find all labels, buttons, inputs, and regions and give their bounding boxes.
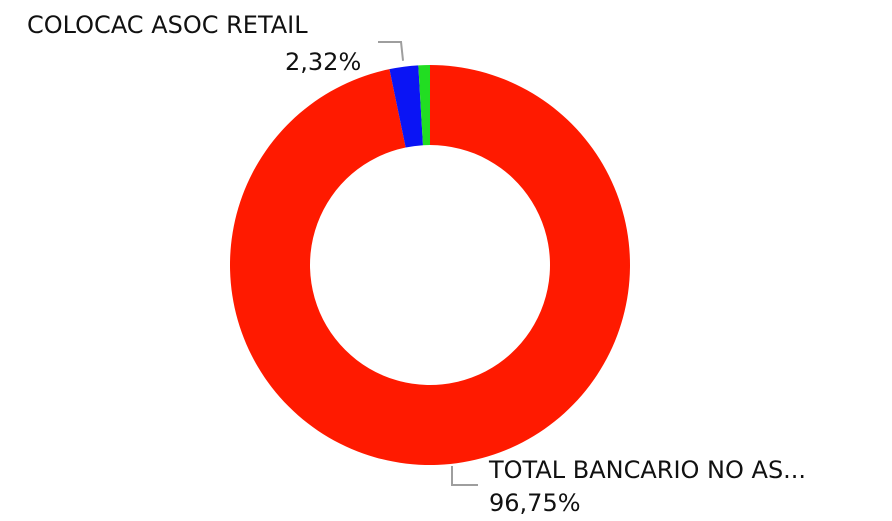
slice-label-total-bancario: TOTAL BANCARIO NO AS... — [489, 456, 807, 484]
donut-slice-2 — [418, 65, 430, 146]
donut-slice-0 — [230, 65, 630, 466]
leader-line-total-bancario — [451, 466, 478, 486]
donut-slice-1 — [389, 65, 423, 148]
slice-value-total-bancario: 96,75% — [489, 489, 581, 517]
slice-value-colocac-asoc-retail: 2,32% — [285, 48, 362, 76]
slice-label-colocac-asoc-retail: COLOCAC ASOC RETAIL — [27, 11, 308, 39]
leader-line-colocac-asoc-retail — [378, 41, 405, 61]
